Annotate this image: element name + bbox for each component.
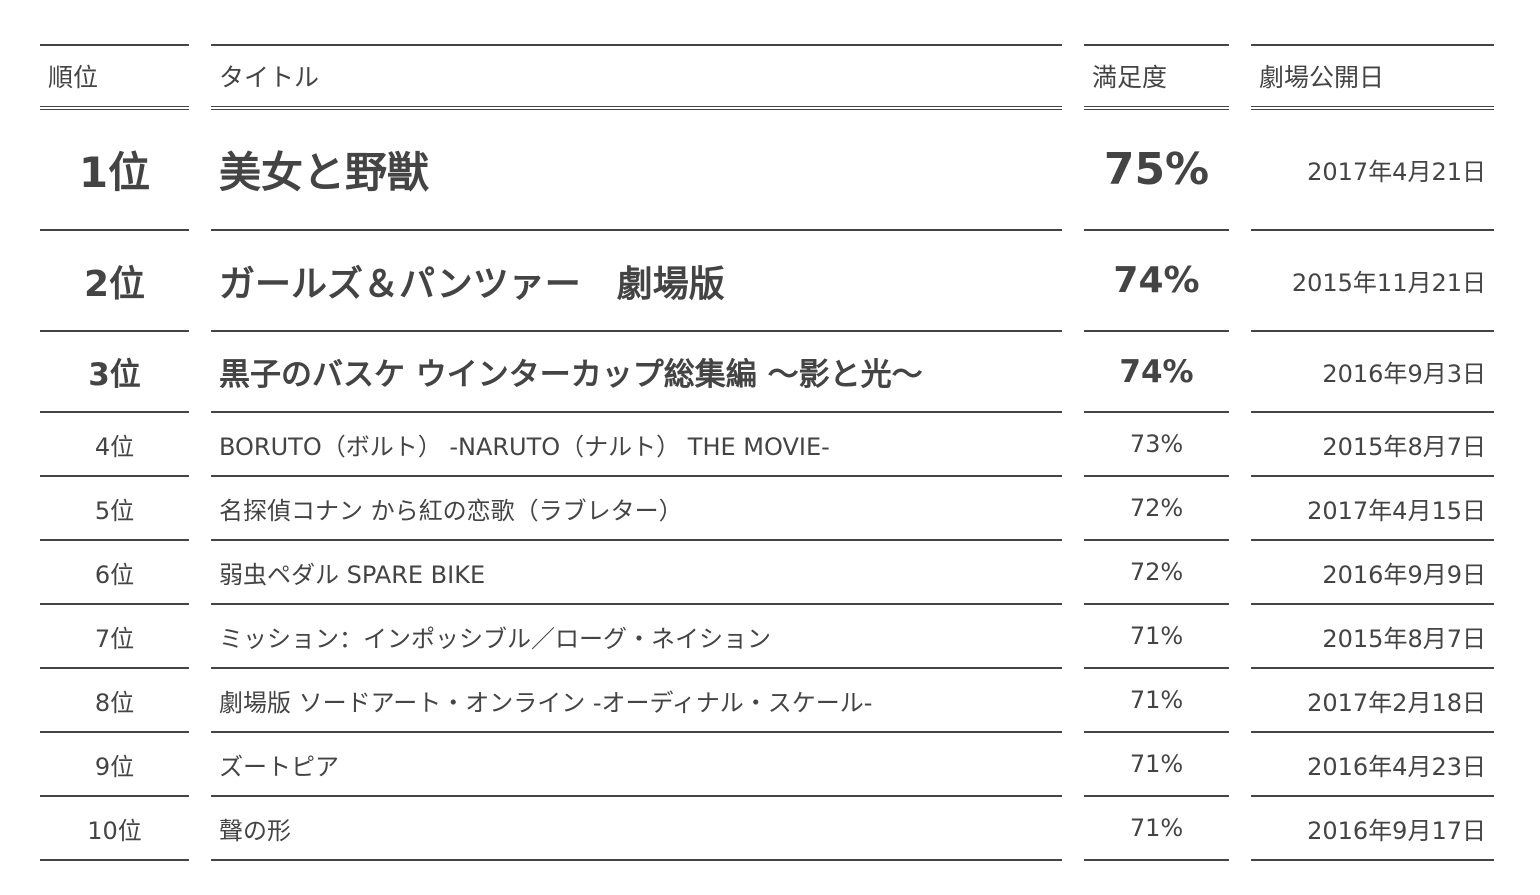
header-rank: 順位 <box>40 44 189 110</box>
rank-cell: 5位 <box>40 477 189 541</box>
title-cell: ズートピア <box>211 733 1062 797</box>
release-date-cell: 2016年9月3日 <box>1251 332 1494 413</box>
satisfaction-cell: 73% <box>1084 413 1229 477</box>
release-date-cell: 2016年4月23日 <box>1251 733 1494 797</box>
satisfaction-cell: 75% <box>1084 110 1229 231</box>
rank-cell: 7位 <box>40 605 189 669</box>
release-date-cell: 2017年2月18日 <box>1251 669 1494 733</box>
title-cell: 劇場版 ソードアート・オンライン -オーディナル・スケール- <box>211 669 1062 733</box>
rank-cell: 9位 <box>40 733 189 797</box>
ranking-table: 順位 タイトル 満足度 劇場公開日 1位 美女と野獣 75% 2017年4月21日 2位… <box>40 44 1494 861</box>
satisfaction-cell: 71% <box>1084 797 1229 861</box>
release-date-cell: 2016年9月17日 <box>1251 797 1494 861</box>
title-cell: 黒子のバスケ ウインターカップ総集編 ～影と光～ <box>211 332 1062 413</box>
rank-cell: 10位 <box>40 797 189 861</box>
title-cell: 聲の形 <box>211 797 1062 861</box>
header-satisfaction: 満足度 <box>1084 44 1229 110</box>
header-title: タイトル <box>211 44 1062 110</box>
satisfaction-cell: 71% <box>1084 733 1229 797</box>
title-cell: ミッション：インポッシブル／ローグ・ネイション <box>211 605 1062 669</box>
rank-cell: 4位 <box>40 413 189 477</box>
release-date-cell: 2017年4月15日 <box>1251 477 1494 541</box>
release-date-cell: 2015年8月7日 <box>1251 413 1494 477</box>
satisfaction-cell: 72% <box>1084 541 1229 605</box>
title-cell: 弱虫ペダル SPARE BIKE <box>211 541 1062 605</box>
rank-cell: 1位 <box>40 110 189 231</box>
satisfaction-cell: 74% <box>1084 231 1229 332</box>
satisfaction-cell: 72% <box>1084 477 1229 541</box>
release-date-cell: 2015年11月21日 <box>1251 231 1494 332</box>
release-date-cell: 2017年4月21日 <box>1251 110 1494 231</box>
rank-cell: 6位 <box>40 541 189 605</box>
header-release-date: 劇場公開日 <box>1251 44 1494 110</box>
release-date-cell: 2016年9月9日 <box>1251 541 1494 605</box>
title-cell: ガールズ＆パンツァー 劇場版 <box>211 231 1062 332</box>
rank-cell: 8位 <box>40 669 189 733</box>
title-cell: 名探偵コナン から紅の恋歌（ラブレター） <box>211 477 1062 541</box>
title-cell: 美女と野獣 <box>211 110 1062 231</box>
title-cell: BORUTO（ボルト） -NARUTO（ナルト） THE MOVIE- <box>211 413 1062 477</box>
rank-cell: 3位 <box>40 332 189 413</box>
satisfaction-cell: 71% <box>1084 669 1229 733</box>
release-date-cell: 2015年8月7日 <box>1251 605 1494 669</box>
satisfaction-cell: 74% <box>1084 332 1229 413</box>
rank-cell: 2位 <box>40 231 189 332</box>
satisfaction-cell: 71% <box>1084 605 1229 669</box>
